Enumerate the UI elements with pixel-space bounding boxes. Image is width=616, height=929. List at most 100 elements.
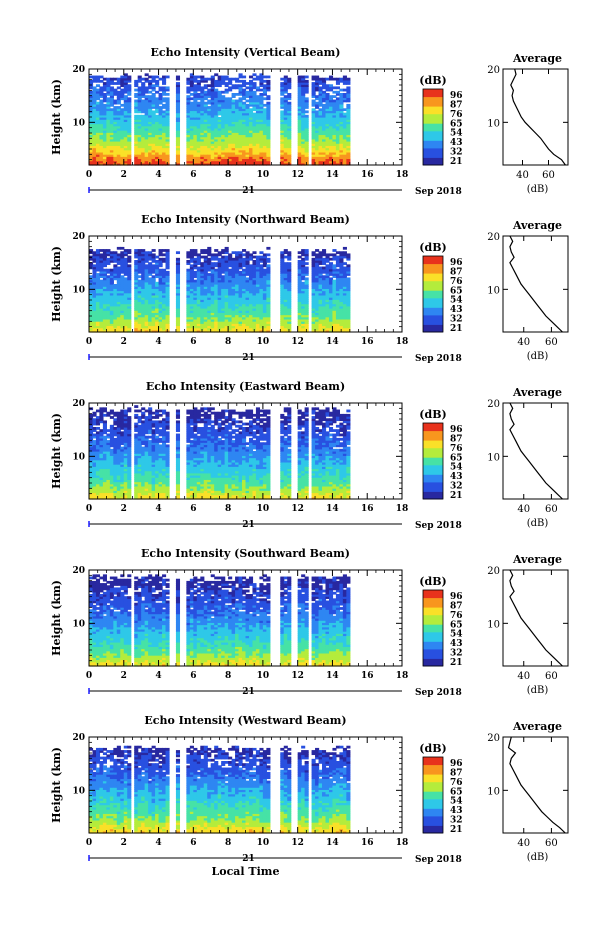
heatmap-cell <box>102 151 107 155</box>
heatmap-cell <box>92 268 97 272</box>
heatmap-cell <box>231 110 236 114</box>
heatmap-cell <box>221 119 226 122</box>
heatmap-cell <box>221 132 226 136</box>
heatmap-cell <box>134 138 139 142</box>
heatmap-cell <box>116 130 121 133</box>
heatmap-cell <box>113 325 118 329</box>
heatmap-cell <box>141 264 146 268</box>
heatmap-cell <box>332 253 337 257</box>
heatmap-cell <box>92 88 97 92</box>
heatmap-cell <box>266 253 271 257</box>
heatmap-cell <box>217 260 222 263</box>
heatmap-cell <box>346 292 351 296</box>
heatmap-cell <box>235 101 240 105</box>
heatmap-cell <box>255 130 261 133</box>
heatmap-cell <box>221 292 226 296</box>
heatmap-cell <box>151 318 156 322</box>
heatmap-cell <box>151 284 156 287</box>
heatmap-cell <box>148 101 153 105</box>
heatmap-cell <box>287 134 292 138</box>
heatmap-cell <box>189 106 194 109</box>
heatmap-cell <box>127 268 132 272</box>
heatmap-cell <box>210 290 215 294</box>
heatmap-cell <box>328 297 334 300</box>
heatmap-cell <box>123 160 128 164</box>
heatmap-cell <box>325 279 330 283</box>
heatmap-cell <box>318 143 323 146</box>
heatmap-cell <box>92 95 97 98</box>
heatmap-cell <box>165 288 170 292</box>
heatmap-cell <box>259 112 264 116</box>
heatmap-cell <box>266 288 271 292</box>
heatmap-cell <box>252 314 257 318</box>
heatmap-cell <box>332 284 337 287</box>
x-tick-label: 14 <box>326 337 339 347</box>
heatmap-cell <box>335 138 340 142</box>
heatmap-cell <box>151 117 156 120</box>
heatmap-cell <box>280 162 285 166</box>
heatmap-cell <box>127 136 132 140</box>
heatmap-cell <box>141 145 146 149</box>
heatmap-cell <box>186 327 191 331</box>
heatmap-cell <box>123 119 128 122</box>
heatmap-cell <box>332 279 337 283</box>
heatmap-cell <box>175 312 181 316</box>
heatmap-cell <box>162 286 167 289</box>
heatmap-cell <box>328 130 334 133</box>
heatmap-cell <box>325 156 330 160</box>
heatmap-cell <box>106 134 111 138</box>
heatmap-cell <box>301 110 306 114</box>
heatmap-cell <box>238 84 243 88</box>
heatmap-cell <box>332 329 337 333</box>
heatmap-cell <box>301 162 306 166</box>
heatmap-cell <box>318 130 323 133</box>
heatmap-cell <box>116 266 121 270</box>
heatmap-cell <box>127 103 132 107</box>
heatmap-cell <box>311 323 316 327</box>
heatmap-cell <box>137 106 142 109</box>
heatmap-cell <box>245 305 250 309</box>
heatmap-cell <box>235 284 240 287</box>
heatmap-cell <box>259 114 264 118</box>
heatmap-cell <box>196 136 201 140</box>
heatmap-cell <box>315 292 320 296</box>
heatmap-cell <box>106 121 111 125</box>
heatmap-cell <box>322 294 327 298</box>
heatmap-cell <box>301 257 306 261</box>
heatmap-cell <box>235 130 240 133</box>
heatmap-cell <box>200 112 205 116</box>
heatmap-cell <box>109 147 114 151</box>
heatmap-cell <box>315 149 320 153</box>
heatmap-cell <box>283 79 288 83</box>
heatmap-cell <box>162 312 167 316</box>
heatmap-cell <box>127 156 132 160</box>
heatmap-cell <box>148 308 153 311</box>
heatmap-cell <box>127 106 132 109</box>
heatmap-cell <box>155 316 160 320</box>
heatmap-cell <box>304 270 309 274</box>
heatmap-cell <box>297 93 302 96</box>
heatmap-cell <box>224 288 229 292</box>
heatmap-cell <box>242 257 247 261</box>
heatmap-cell <box>217 123 222 127</box>
heatmap-cell <box>255 149 261 153</box>
heatmap-cell <box>144 110 149 114</box>
heatmap-cell <box>207 249 212 252</box>
heatmap-cell <box>113 117 118 120</box>
heatmap-cell <box>200 284 205 287</box>
heatmap-cell <box>175 260 181 263</box>
heatmap-cell <box>342 299 347 303</box>
heatmap-cell <box>102 290 107 294</box>
heatmap-cell <box>346 103 351 107</box>
heatmap-cell <box>322 136 327 140</box>
heatmap-cell <box>283 90 288 94</box>
heatmap-cell <box>214 299 219 303</box>
heatmap-cell <box>186 145 191 149</box>
heatmap-cell <box>137 86 142 90</box>
heatmap-cell <box>158 284 163 287</box>
heatmap-cell <box>151 114 156 118</box>
heatmap-cell <box>335 270 340 274</box>
heatmap-cell <box>210 305 215 309</box>
heatmap-cell <box>311 305 316 309</box>
heatmap-cell <box>262 297 267 300</box>
